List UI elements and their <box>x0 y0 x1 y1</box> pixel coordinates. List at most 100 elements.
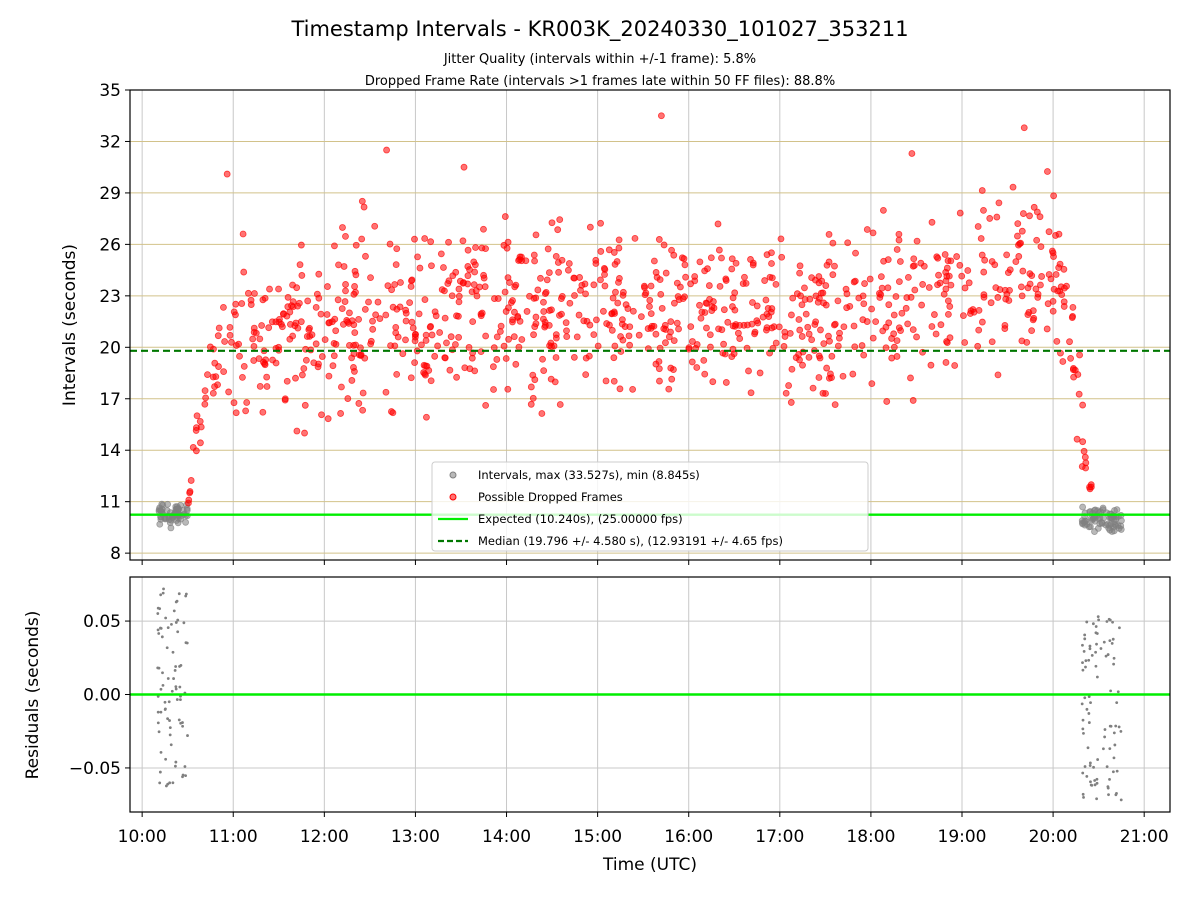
dropped-frame-point <box>281 395 289 403</box>
residual-point <box>164 707 167 711</box>
dropped-frame-point <box>748 320 756 328</box>
residual-y-axis-label: Residuals (seconds) <box>23 611 43 780</box>
top-y-tick-label: 29 <box>99 184 121 204</box>
dropped-frame-point <box>548 306 555 314</box>
top-y-tick-label: 17 <box>99 390 121 410</box>
dropped-frame-point <box>613 258 621 265</box>
interval-point <box>1079 519 1086 527</box>
dropped-frame-point <box>618 316 626 324</box>
dropped-frame-point <box>778 253 786 261</box>
dropped-frame-point <box>781 328 789 336</box>
residual-point <box>174 685 178 689</box>
dropped-frame-point <box>374 298 382 306</box>
residual-point <box>1080 702 1084 706</box>
dropped-frame-point <box>493 356 501 363</box>
dropped-frame-point <box>610 354 618 362</box>
dropped-frame-point <box>275 285 282 293</box>
dropped-frame-point <box>1049 307 1057 315</box>
dropped-frame-point <box>196 417 204 425</box>
dropped-frame-point <box>334 296 342 304</box>
dropped-frame-point <box>673 319 681 327</box>
dropped-frame-point <box>420 361 428 369</box>
residual-point <box>161 591 165 595</box>
dropped-frame-point <box>407 283 415 290</box>
residual-point <box>1081 771 1085 775</box>
dropped-frame-point <box>665 333 673 341</box>
dropped-frame-point <box>625 332 633 340</box>
dropped-frame-point <box>980 293 988 301</box>
residual-point <box>1106 653 1110 656</box>
dropped-frame-point <box>570 353 578 361</box>
dropped-frame-point <box>910 255 918 263</box>
top-y-tick-label: 14 <box>99 441 121 461</box>
dropped-frame-point <box>1059 358 1067 365</box>
dropped-frame-point <box>346 309 353 317</box>
residual-point <box>170 689 174 693</box>
dropped-frame-point <box>287 320 294 328</box>
dropped-frame-point <box>590 281 598 289</box>
residual-point <box>1108 747 1112 751</box>
residual-point <box>176 618 180 622</box>
dropped-frame-point <box>707 254 715 262</box>
dropped-frame-point <box>780 343 788 350</box>
top-y-ticks: 8 11 14 17 20 23 26 29 32 35 <box>99 81 130 564</box>
dropped-frame-point <box>840 323 848 331</box>
dropped-frame-point <box>676 283 684 291</box>
dropped-frame-point <box>728 265 736 273</box>
dropped-frame-point <box>660 325 668 333</box>
x-tick-label: 21:00 <box>1120 827 1169 847</box>
dropped-frame-point <box>371 222 379 230</box>
dropped-frame-point <box>362 252 369 260</box>
dropped-frame-point <box>244 289 252 297</box>
residual-point <box>1084 659 1088 663</box>
residual-point <box>1093 779 1097 782</box>
residual-point <box>174 621 178 624</box>
dropped-frame-point <box>658 304 666 312</box>
residual-point <box>172 609 176 613</box>
dropped-frame-point <box>232 311 239 319</box>
residual-point <box>159 710 163 714</box>
interval-point <box>1094 524 1102 532</box>
dropped-frame-point <box>251 290 258 297</box>
dropped-frame-point <box>631 234 639 242</box>
dropped-frame-point <box>232 300 240 308</box>
dropped-frame-point <box>722 379 730 386</box>
dropped-frame-point <box>868 380 876 388</box>
residual-point <box>181 724 184 728</box>
dropped-frame-point <box>532 313 540 321</box>
dropped-frame-point <box>1018 292 1026 300</box>
dropped-frame-point <box>214 332 222 340</box>
residual-point <box>166 677 170 680</box>
dropped-frame-point <box>621 323 629 330</box>
dropped-frame-point <box>544 245 552 253</box>
dropped-frame-point <box>367 274 374 282</box>
dropped-frame-point <box>540 367 548 374</box>
interval-point <box>1098 519 1106 527</box>
residual-point <box>178 685 182 689</box>
dropped-frame-point <box>1082 459 1090 467</box>
dropped-frame-point <box>678 254 686 262</box>
dropped-frame-point <box>446 366 454 374</box>
dropped-frame-point <box>537 274 544 282</box>
dropped-frame-point <box>481 283 489 291</box>
dropped-frame-point <box>427 323 435 330</box>
residual-point <box>171 781 175 785</box>
dropped-frame-point <box>615 244 623 252</box>
dropped-frame-point <box>453 312 460 320</box>
residual-point <box>175 599 179 603</box>
dropped-frame-point <box>538 410 546 417</box>
dropped-frame-point <box>927 361 935 369</box>
residual-point <box>1092 765 1095 769</box>
residual-point <box>166 717 169 721</box>
residual-point <box>158 607 162 611</box>
dropped-frame-point <box>431 352 439 360</box>
dropped-frame-point <box>339 320 347 328</box>
dropped-frame-point <box>1003 251 1011 259</box>
dropped-frame-point <box>603 320 611 327</box>
dropped-frame-point <box>1079 401 1087 409</box>
dropped-frame-point <box>610 377 618 385</box>
dropped-frame-point <box>809 384 817 392</box>
dropped-frame-point <box>877 273 885 280</box>
dropped-frame-point <box>455 298 463 306</box>
dropped-frame-point <box>827 370 834 378</box>
